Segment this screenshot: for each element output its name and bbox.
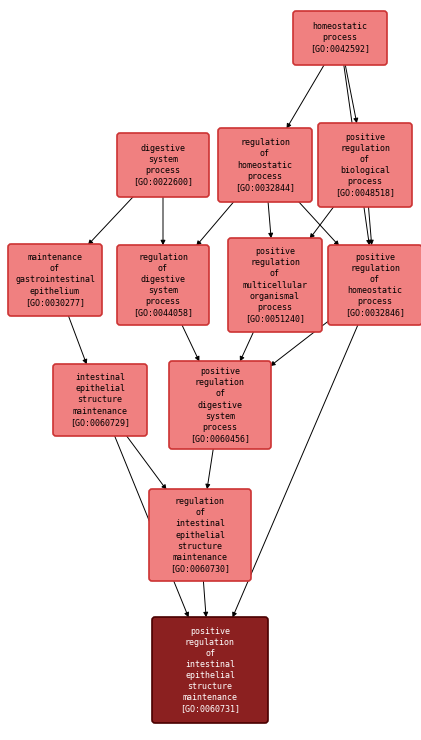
Text: positive
regulation
of
biological
process
[GO:0048518]: positive regulation of biological proces… [335,132,395,198]
FancyBboxPatch shape [228,238,322,332]
FancyBboxPatch shape [53,364,147,436]
Text: regulation
of
intestinal
epithelial
structure
maintenance
[GO:0060730]: regulation of intestinal epithelial stru… [170,497,230,573]
FancyBboxPatch shape [293,11,387,65]
FancyBboxPatch shape [169,361,271,449]
FancyBboxPatch shape [328,245,421,325]
Text: positive
regulation
of
homeostatic
process
[GO:0032846]: positive regulation of homeostatic proce… [345,253,405,317]
Text: maintenance
of
gastrointestinal
epithelium
[GO:0030277]: maintenance of gastrointestinal epitheli… [15,253,95,306]
FancyBboxPatch shape [117,245,209,325]
Text: homeostatic
process
[GO:0042592]: homeostatic process [GO:0042592] [310,22,370,53]
Text: regulation
of
digestive
system
process
[GO:0044058]: regulation of digestive system process [… [133,253,193,317]
FancyBboxPatch shape [318,123,412,207]
Text: regulation
of
homeostatic
process
[GO:0032844]: regulation of homeostatic process [GO:00… [235,138,295,192]
Text: digestive
system
process
[GO:0022600]: digestive system process [GO:0022600] [133,144,193,186]
Text: positive
regulation
of
multicellular
organismal
process
[GO:0051240]: positive regulation of multicellular org… [242,247,307,323]
FancyBboxPatch shape [152,617,268,723]
FancyBboxPatch shape [149,489,251,581]
Text: positive
regulation
of
intestinal
epithelial
structure
maintenance
[GO:0060731]: positive regulation of intestinal epithe… [180,627,240,713]
Text: intestinal
epithelial
structure
maintenance
[GO:0060729]: intestinal epithelial structure maintena… [70,373,130,427]
FancyBboxPatch shape [117,133,209,197]
FancyBboxPatch shape [8,244,102,316]
Text: positive
regulation
of
digestive
system
process
[GO:0060456]: positive regulation of digestive system … [190,367,250,443]
FancyBboxPatch shape [218,128,312,202]
